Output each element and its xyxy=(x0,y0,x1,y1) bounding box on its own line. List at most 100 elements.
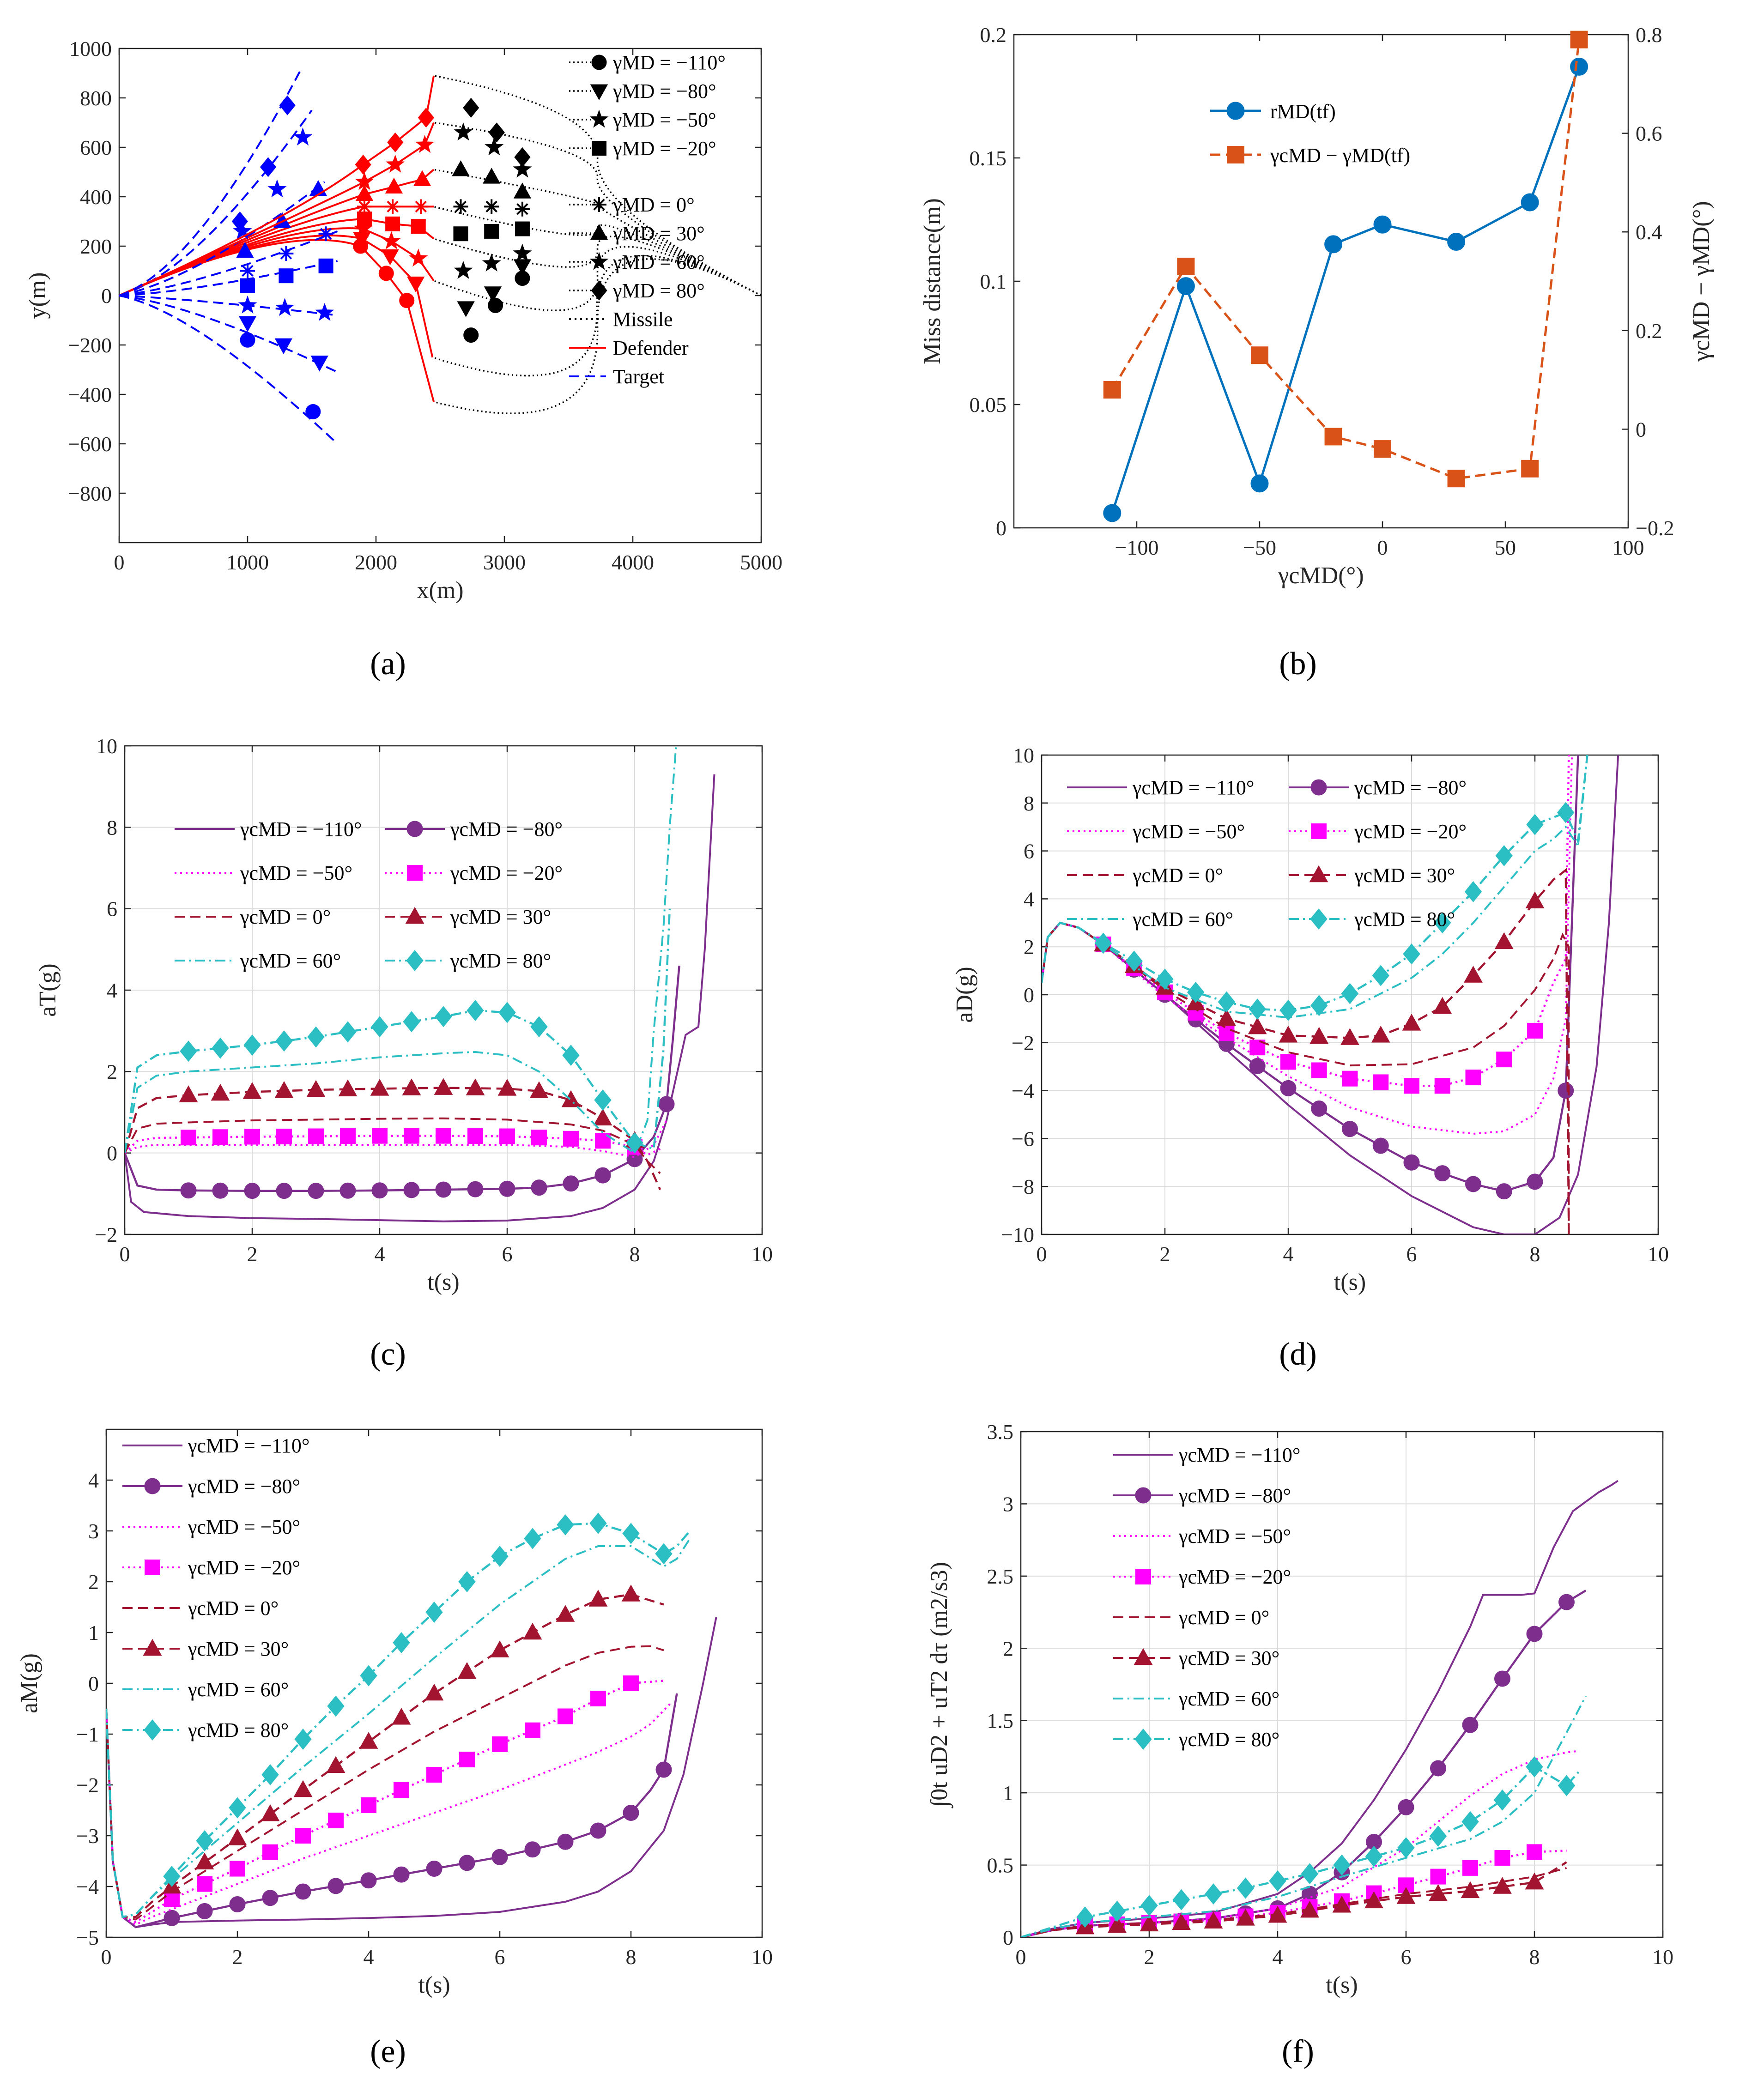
defender-marker xyxy=(355,172,374,190)
panel-d-series-group xyxy=(1042,755,1619,1234)
panel-c-legend-label-5: γcMD = 30° xyxy=(450,906,551,928)
panel-d-series-5-marker xyxy=(1494,932,1514,949)
panel-e-series-1-marker xyxy=(229,1896,246,1912)
panel-e-series-5-marker xyxy=(293,1780,313,1797)
panel-c-series-5-marker xyxy=(274,1081,294,1098)
target-marker xyxy=(267,179,287,198)
panel-f-legend-label-3: γcMD = −20° xyxy=(1178,1566,1291,1588)
target-marker xyxy=(293,127,313,146)
panel-e-series-5-marker xyxy=(326,1756,346,1773)
panel-e-xtick-label-3: 6 xyxy=(495,1945,505,1969)
panel-c-ytick-label-4: 6 xyxy=(107,897,117,921)
panel-f-ytick-label-6: 3 xyxy=(1003,1492,1013,1516)
panel-c-legend: γcMD = −110° γcMD = −80° γcMD = −50° γcMD =… xyxy=(175,818,563,972)
panel-d-series-1-marker xyxy=(1527,1173,1543,1190)
missile-marker xyxy=(484,286,502,302)
panel-d-ytick-label-2: −6 xyxy=(1012,1127,1034,1150)
panel-e: 0 2 4 6 8 10 −5 −4 −3 −2 −1 0 1 2 3 4 t(s) aM(g) γcMD = −1… xyxy=(16,1428,773,1998)
panel-e-legend-label-6: γcMD = 60° xyxy=(188,1678,289,1701)
panel-f-series-7-marker xyxy=(1269,1870,1286,1892)
panel-e-xlabel: t(s) xyxy=(418,1972,450,1998)
panel-d-series-5-marker xyxy=(1525,891,1545,908)
panel-e-legend-label-2: γcMD = −50° xyxy=(188,1516,300,1538)
defender-marker xyxy=(385,199,400,214)
panel-b-legend-marker-0 xyxy=(1226,102,1245,120)
panel-b-point-0-0 xyxy=(1103,504,1121,522)
panel-f-series-5-marker xyxy=(1429,1884,1448,1901)
panel-d-series-1-marker xyxy=(1434,1165,1451,1182)
panel-e-legend-label-1: γcMD = −80° xyxy=(188,1475,300,1498)
defender-marker xyxy=(385,216,400,231)
panel-b-point-1-0 xyxy=(1103,381,1121,399)
panel-e-series-1-marker xyxy=(524,1841,541,1858)
panel-a-legend-marker-5 xyxy=(590,224,608,240)
defender-trajectory-7 xyxy=(119,75,435,296)
panel-a-ytick-label-3: −200 xyxy=(68,333,112,357)
panel-f-series-7-marker xyxy=(1526,1756,1543,1778)
panel-c-series-1-marker xyxy=(339,1182,356,1199)
panel-c-legend-marker-7 xyxy=(406,950,424,971)
panel-a: 0 1000 2000 3000 4000 5000 −800 −600 −400 −200 0 20… xyxy=(24,37,782,604)
target-marker xyxy=(279,268,294,284)
panel-b-ytick-right-label-4: 0.6 xyxy=(1636,122,1662,145)
panel-c-series-3-marker xyxy=(181,1130,196,1146)
defender-marker xyxy=(353,218,373,237)
panel-b-point-0-6 xyxy=(1521,193,1539,212)
panel-c-series-5-marker xyxy=(370,1079,389,1096)
panel-e-legend-label-0: γcMD = −110° xyxy=(188,1434,309,1457)
panel-c-series-1-marker xyxy=(403,1182,420,1198)
caption-e: (e) xyxy=(370,2034,406,2069)
panel-d-legend-marker-3 xyxy=(1311,823,1327,839)
panel-d: 0 2 4 6 8 10 −10 −8 −6 −4 −2 0 2 4 6 8 10 t(s) aD(g) γcMD =… xyxy=(952,744,1669,1295)
panel-d-series-5-marker xyxy=(1217,1009,1236,1026)
panel-b-series-line-0 xyxy=(1111,66,1580,514)
panel-e-series-7-marker xyxy=(360,1665,377,1687)
missile-trajectory-4 xyxy=(433,206,761,296)
panel-e-series-7-marker xyxy=(393,1632,410,1653)
panel-c-series-1-marker xyxy=(244,1183,261,1199)
panel-f-legend-marker-1 xyxy=(1135,1487,1152,1504)
panel-c-series-1-marker xyxy=(563,1175,579,1192)
caption-b: (b) xyxy=(1279,646,1317,682)
target-marker xyxy=(240,278,255,293)
panel-c-series-5-marker xyxy=(242,1082,262,1099)
panel-b-ytick-right-label-0: −0.2 xyxy=(1636,516,1674,540)
panel-a-ytick-label-7: 600 xyxy=(80,136,112,159)
missile-marker xyxy=(514,147,531,167)
defender-marker xyxy=(381,249,399,266)
missile-marker xyxy=(484,199,499,214)
panel-b-series-line-1 xyxy=(1111,39,1581,480)
panel-d-series-5-marker xyxy=(1433,997,1452,1014)
panel-c-ytick-label-3: 4 xyxy=(107,979,117,1002)
panel-f-series-1-marker xyxy=(1526,1626,1543,1642)
panel-d-series-7-marker xyxy=(1464,881,1482,902)
panel-d-xtick-label-0: 0 xyxy=(1037,1242,1047,1266)
panel-d-series-3-marker xyxy=(1527,1022,1543,1039)
panel-c-ytick-label-1: 0 xyxy=(107,1142,117,1165)
panel-c-series-3-marker xyxy=(467,1128,483,1144)
panel-e-legend-marker-1 xyxy=(144,1478,161,1494)
caption-f: (f) xyxy=(1282,2034,1314,2069)
panel-d-legend-label-7: γcMD = 80° xyxy=(1354,908,1455,931)
panel-e-series-7-marker xyxy=(294,1729,312,1750)
target-trajectory-1 xyxy=(119,295,338,373)
panel-e-ytick-label-3: −2 xyxy=(76,1773,99,1797)
panel-c-ytick-label-6: 10 xyxy=(96,734,117,758)
panel-c-ytick-label-2: 2 xyxy=(107,1060,117,1083)
panel-a-legend-label-2: γMD = −50° xyxy=(612,109,716,131)
panel-a-legend-marker-7 xyxy=(591,280,607,301)
missile-marker xyxy=(485,137,504,156)
target-marker xyxy=(231,211,248,232)
panel-e-ytick-label-1: −4 xyxy=(76,1875,99,1899)
caption-c: (c) xyxy=(370,1336,406,1372)
panel-c-series-1-marker xyxy=(212,1182,229,1199)
panel-f-series-5-marker xyxy=(1396,1887,1416,1904)
panel-e-series-1-marker xyxy=(655,1761,672,1778)
panel-b-ytick-label-0: 0 xyxy=(996,516,1006,540)
panel-c-series-1-marker xyxy=(435,1181,452,1198)
panel-a-xlabel: x(m) xyxy=(417,577,463,604)
panel-c-xtick-label-1: 2 xyxy=(247,1242,258,1266)
target-marker xyxy=(279,246,294,261)
panel-d-ytick-label-3: −4 xyxy=(1012,1079,1034,1103)
panel-f-series-7-marker xyxy=(1365,1845,1383,1867)
